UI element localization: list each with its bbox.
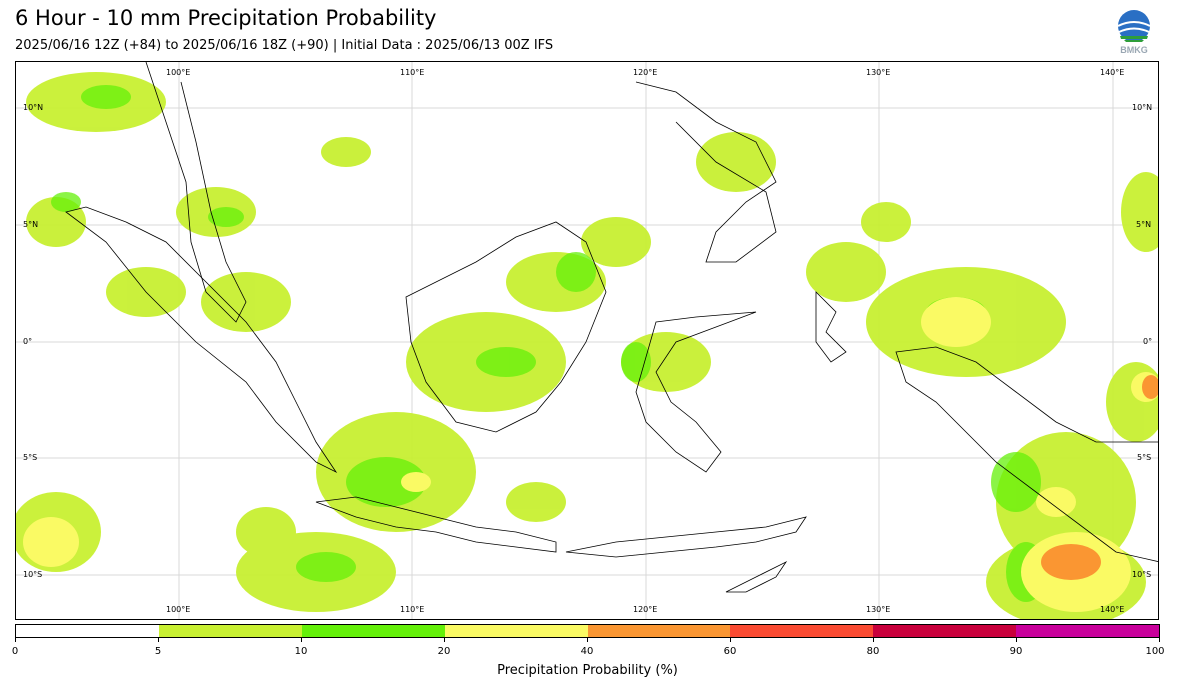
bmkg-globe-icon: BMKG [1117, 10, 1151, 55]
colorbar-tick-label: 60 [723, 646, 737, 657]
colorbar-segment-40-60 [587, 625, 731, 637]
lon-label-bottom-120: 120°E [633, 605, 658, 614]
colorbar-tick-label: 10 [294, 646, 308, 657]
colorbar-tick-label: 80 [866, 646, 880, 657]
colorbar-tick-label: 90 [1009, 646, 1023, 657]
map-title: 6 Hour - 10 mm Precipitation Probability [15, 6, 437, 30]
lat-label-left-5s: 5°S [23, 453, 38, 462]
philippines-coast [635, 81, 777, 263]
lon-label-top-140: 140°E [1100, 68, 1125, 77]
lon-label-top-100: 100°E [166, 68, 191, 77]
colorbar-tickmark [730, 638, 731, 642]
colorbar-tickmark [587, 638, 588, 642]
colorbar-segment-10-20 [301, 625, 445, 637]
colorbar-tickmark [444, 638, 445, 642]
colorbar-tickmark [158, 638, 159, 642]
halmahera-coast [815, 291, 847, 363]
nusa-tenggara-coast [565, 516, 807, 558]
lon-label-top-120: 120°E [633, 68, 658, 77]
colorbar-segment-0-5 [16, 625, 159, 637]
sumatra-coast [65, 206, 338, 474]
colorbar-tick-label: 100 [1145, 646, 1165, 657]
map-subtitle: 2025/06/16 12Z (+84) to 2025/06/16 18Z (… [15, 38, 554, 53]
logo-text: BMKG [1120, 45, 1148, 55]
precipitation-map: 100°E 110°E 120°E 130°E 140°E 100°E 110°… [15, 61, 1159, 620]
colorbar-tick-label: 0 [11, 646, 19, 657]
lon-label-bottom-110: 110°E [400, 605, 425, 614]
lat-label-left-10s: 10°S [23, 570, 43, 579]
sulawesi-coast [635, 311, 757, 473]
colorbar-segment-80-90 [873, 625, 1017, 637]
lat-label-left-0: 0° [23, 337, 33, 346]
colorbar-tick-label: 40 [580, 646, 594, 657]
colorbar-tickmark [301, 638, 302, 642]
lat-label-right-0: 0° [1143, 337, 1153, 346]
lon-label-bottom-130: 130°E [866, 605, 891, 614]
lat-label-right-5s: 5°S [1137, 453, 1152, 462]
colorbar-tickmark [873, 638, 874, 642]
colorbar-segment-20-40 [444, 625, 588, 637]
coastlines [65, 62, 1158, 593]
probability-40-60 [1041, 375, 1158, 580]
colorbar-tickmark [15, 638, 16, 642]
colorbar [15, 624, 1160, 638]
lat-label-left-10n: 10°N [23, 103, 44, 112]
lon-label-bottom-100: 100°E [166, 605, 191, 614]
lat-label-right-5n: 5°N [1136, 220, 1152, 229]
colorbar-tick-label: 20 [437, 646, 451, 657]
colorbar-tick-label: 5 [154, 646, 162, 657]
lon-label-bottom-140: 140°E [1100, 605, 1125, 614]
colorbar-segment-90-100 [1016, 625, 1159, 637]
lat-label-right-10n: 10°N [1132, 103, 1153, 112]
borneo-coast [405, 221, 607, 433]
colorbar-segment-5-10 [158, 625, 302, 637]
probability-5-10 [16, 72, 1158, 619]
lat-label-left-5n: 5°N [23, 220, 39, 229]
bmkg-logo: BMKG [1114, 8, 1154, 56]
lat-label-right-10s: 10°S [1132, 570, 1152, 579]
lon-label-top-110: 110°E [400, 68, 425, 77]
colorbar-segment-60-80 [730, 625, 874, 637]
timor-coast [725, 560, 788, 593]
java-coast [315, 496, 557, 553]
map-canvas [16, 62, 1158, 619]
colorbar-label: Precipitation Probability (%) [497, 663, 678, 678]
malay-peninsula-coast [145, 62, 247, 323]
lon-label-top-130: 130°E [866, 68, 891, 77]
colorbar-tickmark [1159, 638, 1160, 642]
colorbar-tickmark [1016, 638, 1017, 642]
new-guinea-coast [895, 346, 1158, 562]
